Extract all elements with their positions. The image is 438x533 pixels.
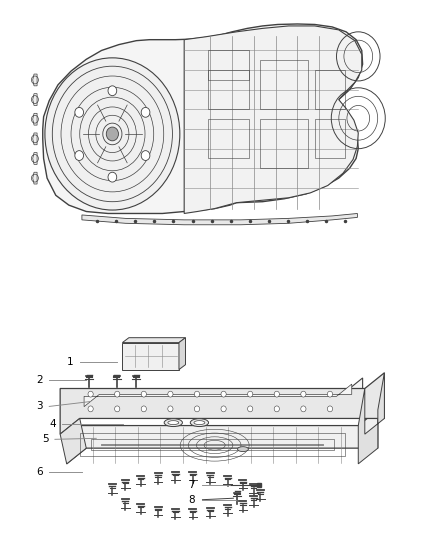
Polygon shape xyxy=(82,214,357,225)
Circle shape xyxy=(221,391,226,397)
Circle shape xyxy=(327,391,332,397)
Circle shape xyxy=(327,406,332,412)
Circle shape xyxy=(88,391,93,397)
Circle shape xyxy=(108,172,117,182)
Bar xyxy=(208,70,250,109)
Polygon shape xyxy=(33,74,37,86)
Circle shape xyxy=(274,391,279,397)
Polygon shape xyxy=(358,373,385,464)
Bar xyxy=(91,439,334,450)
Text: 5: 5 xyxy=(42,434,48,445)
Bar xyxy=(260,119,308,168)
Text: 1: 1 xyxy=(67,357,73,367)
Circle shape xyxy=(247,406,253,412)
Ellipse shape xyxy=(237,447,248,451)
Circle shape xyxy=(108,86,117,95)
Bar xyxy=(315,119,345,158)
Ellipse shape xyxy=(168,421,179,425)
Circle shape xyxy=(115,406,120,412)
Bar xyxy=(208,119,250,158)
Circle shape xyxy=(75,151,84,160)
Circle shape xyxy=(45,58,180,210)
Circle shape xyxy=(301,406,306,412)
Text: 7: 7 xyxy=(188,480,195,490)
Polygon shape xyxy=(60,373,385,434)
Polygon shape xyxy=(43,24,363,214)
Bar xyxy=(315,70,345,109)
Polygon shape xyxy=(73,378,363,413)
Circle shape xyxy=(194,406,200,412)
Polygon shape xyxy=(179,338,185,369)
Polygon shape xyxy=(33,172,37,184)
Circle shape xyxy=(274,406,279,412)
Circle shape xyxy=(88,406,93,412)
Bar xyxy=(122,343,179,369)
Ellipse shape xyxy=(164,419,183,426)
Polygon shape xyxy=(60,418,86,464)
Ellipse shape xyxy=(190,419,208,426)
Polygon shape xyxy=(67,410,378,464)
Circle shape xyxy=(221,406,226,412)
Polygon shape xyxy=(184,26,362,214)
Circle shape xyxy=(247,391,253,397)
Circle shape xyxy=(141,151,150,160)
Bar xyxy=(208,51,250,80)
Polygon shape xyxy=(122,338,185,343)
Text: 4: 4 xyxy=(49,418,56,429)
Circle shape xyxy=(194,391,200,397)
Polygon shape xyxy=(33,152,37,164)
Polygon shape xyxy=(33,94,37,106)
Circle shape xyxy=(141,391,146,397)
Ellipse shape xyxy=(194,421,205,425)
Circle shape xyxy=(141,108,150,117)
Polygon shape xyxy=(33,133,37,145)
Polygon shape xyxy=(33,114,37,125)
Text: 3: 3 xyxy=(36,401,43,411)
Circle shape xyxy=(301,391,306,397)
Circle shape xyxy=(75,108,84,117)
Circle shape xyxy=(168,406,173,412)
Circle shape xyxy=(141,406,146,412)
Text: 2: 2 xyxy=(36,375,43,385)
Circle shape xyxy=(168,391,173,397)
Bar xyxy=(80,433,345,456)
Bar xyxy=(260,60,308,109)
Polygon shape xyxy=(84,384,352,407)
Circle shape xyxy=(106,127,118,141)
Bar xyxy=(102,444,323,445)
Text: 8: 8 xyxy=(188,495,195,505)
Text: 6: 6 xyxy=(36,467,43,477)
Circle shape xyxy=(115,391,120,397)
